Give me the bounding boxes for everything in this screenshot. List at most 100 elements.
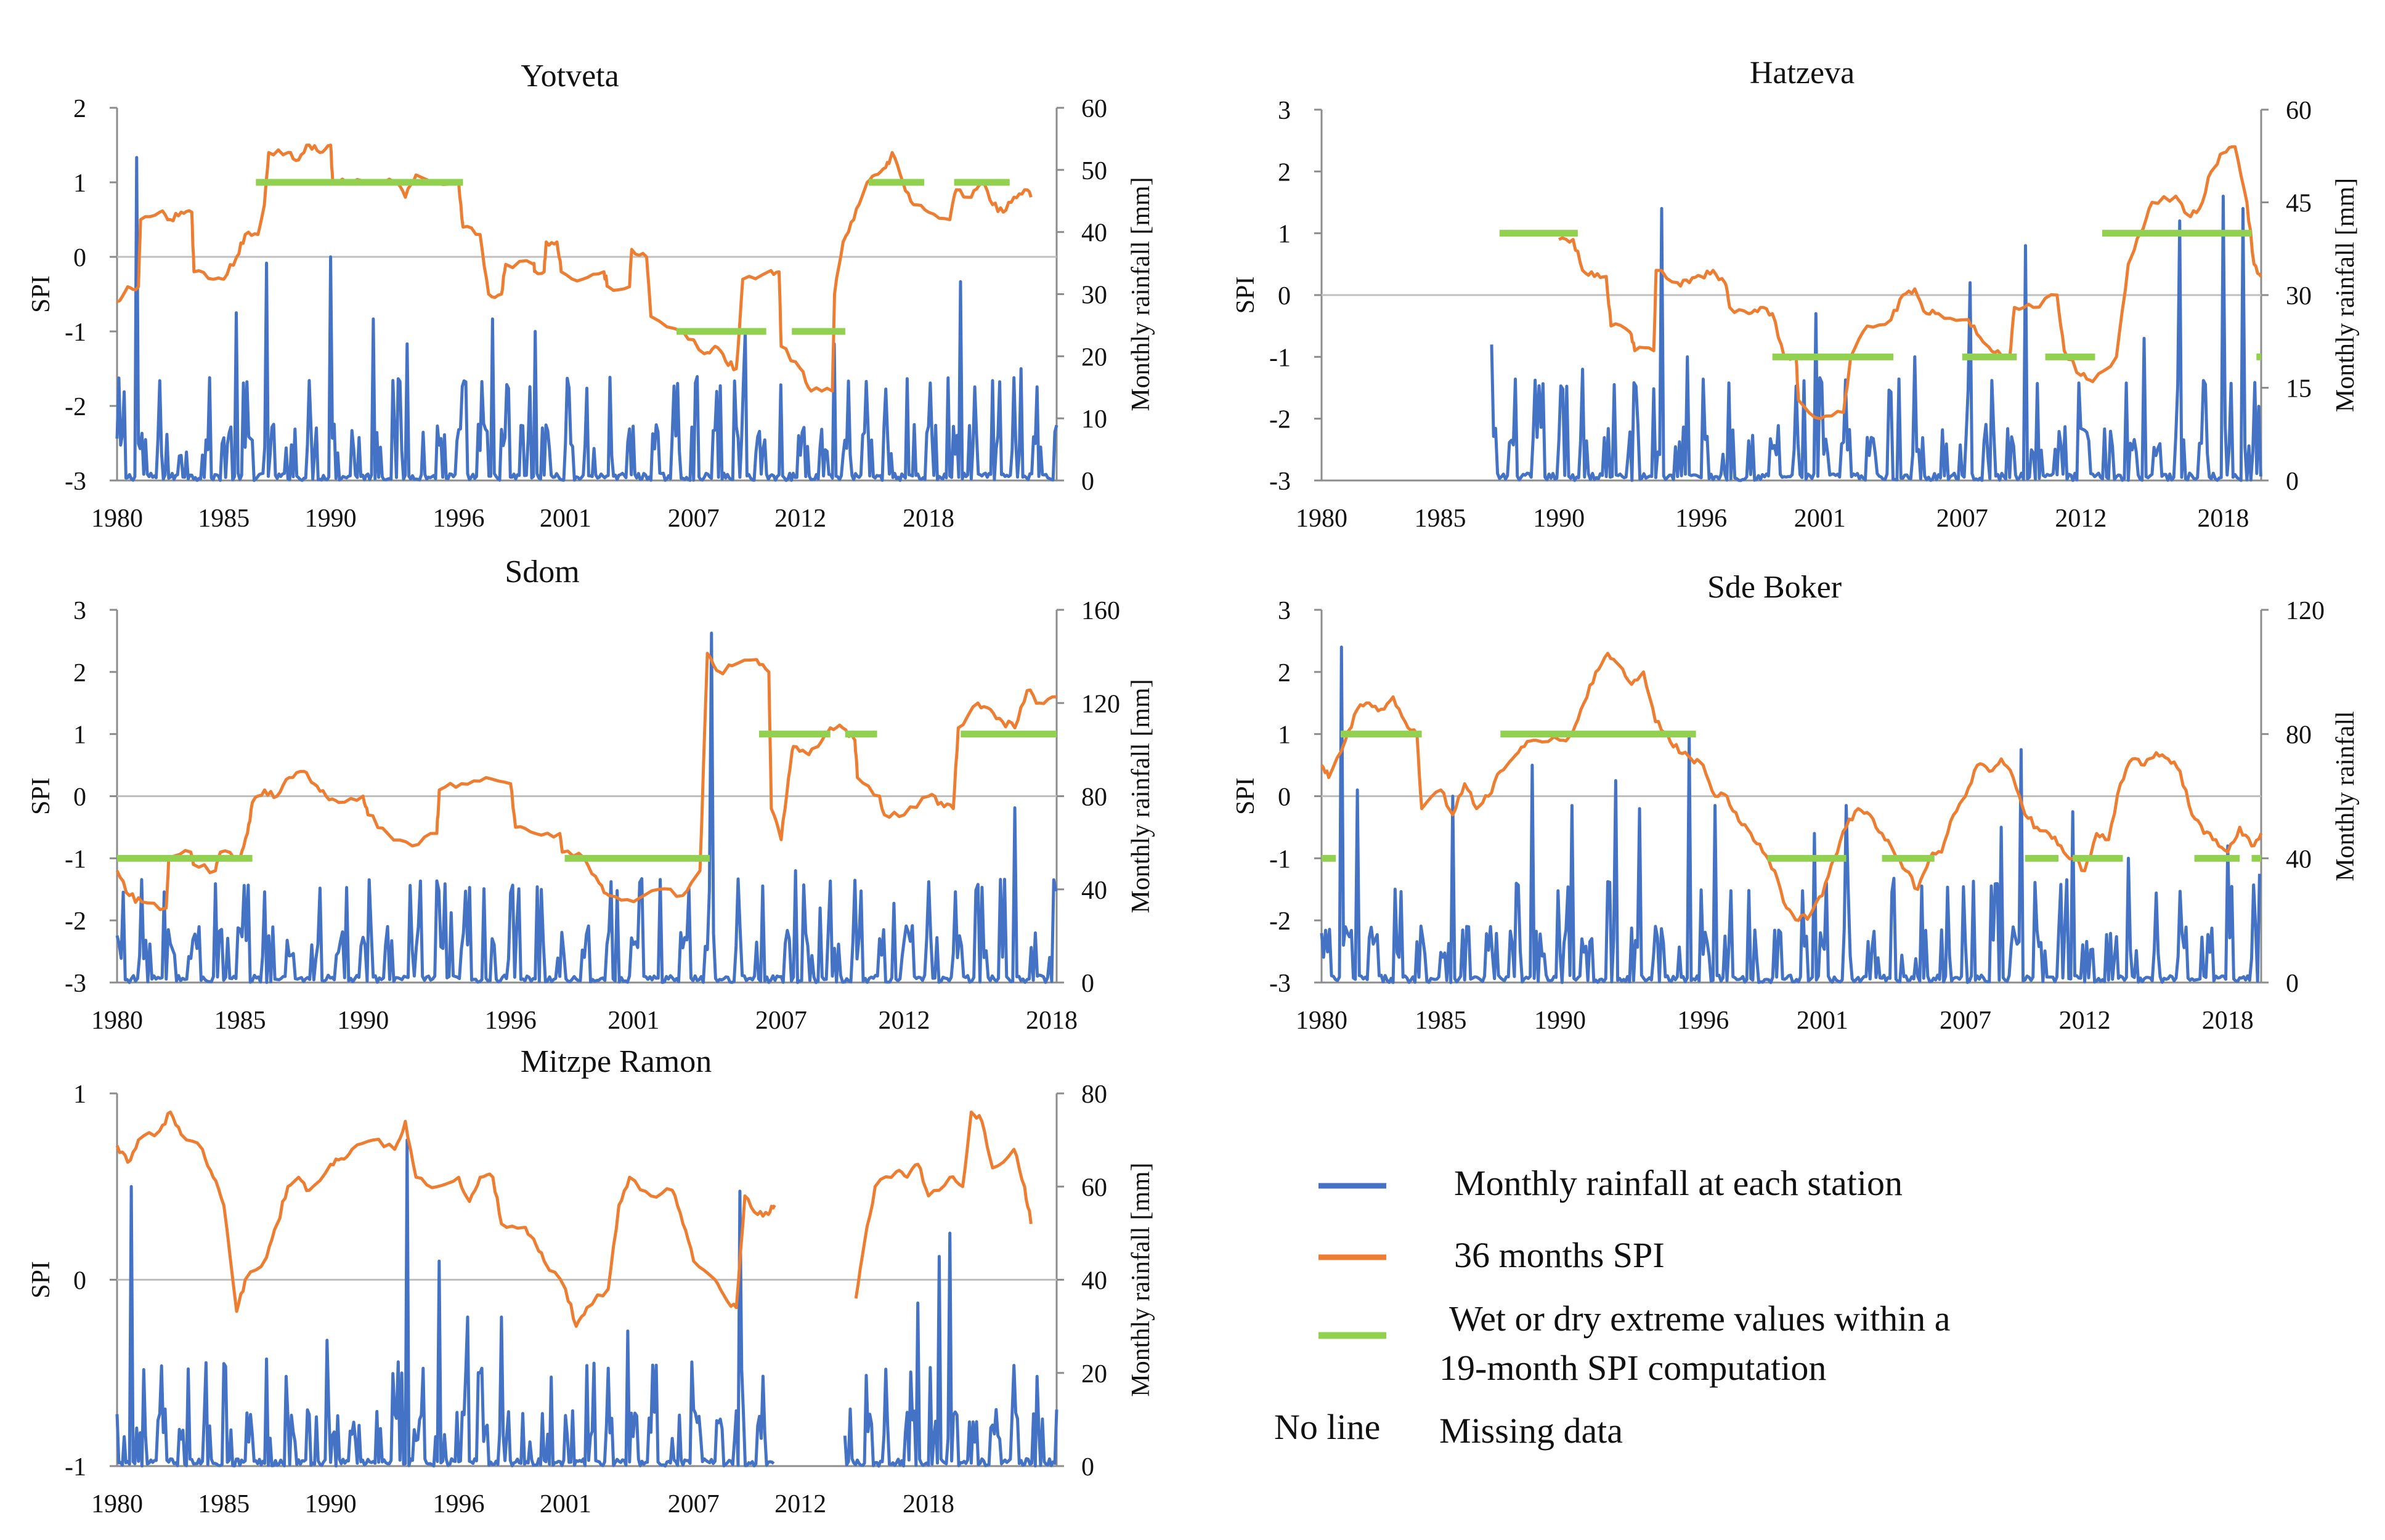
- hatzeva-y-tick-label: 2: [1278, 158, 1291, 187]
- mitzpe-ramon-y-tick-label: 0: [73, 1267, 86, 1295]
- mitzpe-ramon-x-tick-label: 1990: [305, 1490, 357, 1518]
- sdom-y2-tick-label: 80: [1081, 784, 1107, 812]
- yotveta-x-tick-label: 2007: [668, 505, 720, 533]
- mitzpe-ramon-spi-36-line: [854, 1110, 1033, 1299]
- sde-boker-x-tick-label: 2018: [2202, 1007, 2254, 1035]
- hatzeva-y2-tick-label: 45: [2286, 190, 2312, 218]
- sdom-x-tick-label: 1985: [214, 1007, 266, 1035]
- yotveta-y2-tick-label: 40: [1081, 219, 1107, 248]
- mitzpe-ramon-x-tick-label: 2001: [540, 1490, 591, 1518]
- sdom-y-tick-label: -3: [65, 970, 86, 998]
- sde-boker-y-tick-label: 2: [1278, 659, 1291, 687]
- hatzeva-y2-tick-label: 60: [2286, 97, 2312, 125]
- sde-boker-y-tick-label: 3: [1278, 597, 1291, 625]
- mitzpe-ramon-x-tick-label: 2012: [774, 1490, 826, 1518]
- sdom-y-tick-label: -2: [65, 907, 86, 936]
- mitzpe-ramon-y2-tick-label: 60: [1081, 1173, 1107, 1202]
- hatzeva-x-tick-label: 1980: [1296, 505, 1347, 533]
- sdom-y2-tick-label: 40: [1081, 877, 1107, 905]
- mitzpe-ramon-y2-tick-label: 0: [1081, 1453, 1094, 1481]
- yotveta-y2-tick-label: 20: [1081, 343, 1107, 371]
- sdom-y2label: Monthly rainfall [mm]: [1127, 679, 1155, 913]
- sdom-y2-tick-label: 120: [1081, 690, 1120, 718]
- yotveta-y2label: Monthly rainfall [mm]: [1127, 177, 1155, 411]
- sdom-x-tick-label: 2001: [607, 1007, 659, 1035]
- yotveta-y2-tick-label: 0: [1081, 468, 1094, 496]
- sde-boker-y2-tick-label: 40: [2286, 845, 2312, 873]
- sdom-title: Sdom: [505, 554, 579, 590]
- sde-boker-y2-tick-label: 120: [2286, 597, 2325, 625]
- sde-boker-x-tick-label: 1996: [1677, 1007, 1729, 1035]
- yotveta-x-tick-label: 2012: [774, 505, 826, 533]
- mitzpe-ramon-x-tick-label: 1996: [433, 1490, 485, 1518]
- yotveta-y2-tick-label: 10: [1081, 405, 1107, 434]
- sde-boker-y-tick-label: -1: [1269, 845, 1291, 873]
- legend-label-extreme-line2: 19-month SPI computation: [1439, 1348, 1826, 1388]
- mitzpe-ramon-y2label: Monthly rainfall [mm]: [1127, 1162, 1155, 1396]
- hatzeva-x-tick-label: 1996: [1675, 505, 1727, 533]
- sde-boker-x-tick-label: 1990: [1534, 1007, 1586, 1035]
- yotveta-x-tick-label: 1990: [305, 505, 357, 533]
- legend-label-spi: 36 months SPI: [1454, 1235, 1665, 1275]
- sdom-x-tick-label: 1980: [91, 1007, 143, 1035]
- sdom-x-tick-label: 2012: [878, 1007, 930, 1035]
- sde-boker-y2label: Monthly rainfall: [2331, 711, 2360, 881]
- hatzeva-y-tick-label: -1: [1269, 344, 1291, 372]
- mitzpe-ramon-y2-tick-label: 80: [1081, 1080, 1107, 1109]
- hatzeva-y-tick-label: -2: [1269, 406, 1291, 434]
- hatzeva-x-tick-label: 1985: [1415, 505, 1466, 533]
- sdom-y-tick-label: 1: [73, 721, 86, 750]
- hatzeva-y-tick-label: 3: [1278, 97, 1291, 125]
- yotveta-rainfall-line: [115, 156, 1058, 482]
- hatzeva-y-tick-label: -3: [1269, 468, 1291, 496]
- sde-boker-chart: Sde Boker 3 2 1 0 -1 -2 -3 120 80 40 0 1980 1985 1990 1…: [1232, 570, 2360, 1035]
- sdom-y-tick-label: 3: [73, 597, 86, 625]
- yotveta-y-tick-label: -3: [65, 468, 86, 496]
- yotveta-y-tick-label: -2: [65, 393, 86, 421]
- sdom-x-tick-label: 2007: [755, 1007, 807, 1035]
- sdom-y-tick-label: 2: [73, 659, 86, 687]
- yotveta-ylabel: SPI: [27, 275, 55, 313]
- sde-boker-spi-36-line: [1320, 652, 2263, 922]
- sdom-ylabel: SPI: [27, 777, 55, 815]
- hatzeva-x-tick-label: 2001: [1794, 505, 1846, 533]
- sde-boker-y2-tick-label: 80: [2286, 721, 2312, 750]
- legend-no-line-label: No line: [1274, 1407, 1380, 1447]
- mitzpe-ramon-ylabel: SPI: [27, 1261, 55, 1299]
- sde-boker-x-tick-label: 1985: [1415, 1007, 1467, 1035]
- legend: Monthly rainfall at each station 36 mont…: [1274, 1163, 1951, 1451]
- yotveta-x-tick-label: 1985: [198, 505, 250, 533]
- hatzeva-x-tick-label: 2018: [2197, 505, 2249, 533]
- mitzpe-ramon-rainfall-line: [115, 1138, 775, 1468]
- hatzeva-y2-tick-label: 15: [2286, 375, 2312, 403]
- yotveta-y2-tick-label: 60: [1081, 95, 1107, 123]
- sde-boker-y-tick-label: -3: [1269, 970, 1291, 998]
- yotveta-x-tick-label: 1980: [91, 505, 143, 533]
- mitzpe-ramon-x-tick-label: 1985: [198, 1490, 250, 1518]
- mitzpe-ramon-x-tick-label: 2007: [668, 1490, 720, 1518]
- yotveta-x-tick-label: 2018: [903, 505, 954, 533]
- mitzpe-ramon-spi-36-line: [115, 1110, 776, 1328]
- mitzpe-ramon-rainfall-line: [843, 1231, 1058, 1468]
- sde-boker-y-tick-label: 0: [1278, 784, 1291, 812]
- sde-boker-x-tick-label: 2012: [2059, 1007, 2111, 1035]
- mitzpe-ramon-chart: Mitzpe Ramon 1 0 -1 80 60 40 20 0 1980 1985 1990 199…: [27, 1044, 1155, 1518]
- yotveta-y2-tick-label: 30: [1081, 282, 1107, 310]
- sdom-y-tick-label: -1: [65, 845, 86, 873]
- hatzeva-ylabel: SPI: [1232, 277, 1260, 314]
- hatzeva-y2-tick-label: 0: [2286, 468, 2299, 496]
- sde-boker-y-tick-label: 1: [1278, 721, 1291, 750]
- legend-missing-data-label: Missing data: [1439, 1411, 1623, 1451]
- yotveta-y-tick-label: 1: [73, 169, 86, 198]
- legend-label-extreme-line1: Wet or dry extreme values within a: [1449, 1299, 1951, 1339]
- hatzeva-x-tick-label: 2007: [1936, 505, 1988, 533]
- hatzeva-spi-36-line: [1558, 145, 2262, 421]
- sdom-x-tick-label: 1996: [485, 1007, 537, 1035]
- sdom-x-tick-label: 2018: [1026, 1007, 1078, 1035]
- yotveta-title: Yotveta: [521, 59, 619, 94]
- hatzeva-rainfall-line: [1490, 195, 2262, 482]
- mitzpe-ramon-x-tick-label: 1980: [91, 1490, 143, 1518]
- yotveta-spi-36-line: [116, 144, 1033, 393]
